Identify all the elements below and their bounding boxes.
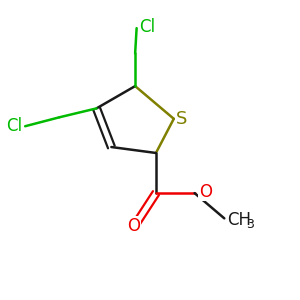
Text: O: O <box>199 183 212 201</box>
Text: Cl: Cl <box>140 18 156 36</box>
Text: S: S <box>176 110 187 128</box>
Text: CH: CH <box>227 211 251 229</box>
Text: Cl: Cl <box>6 117 22 135</box>
Text: 3: 3 <box>246 218 254 231</box>
Text: O: O <box>127 217 140 235</box>
